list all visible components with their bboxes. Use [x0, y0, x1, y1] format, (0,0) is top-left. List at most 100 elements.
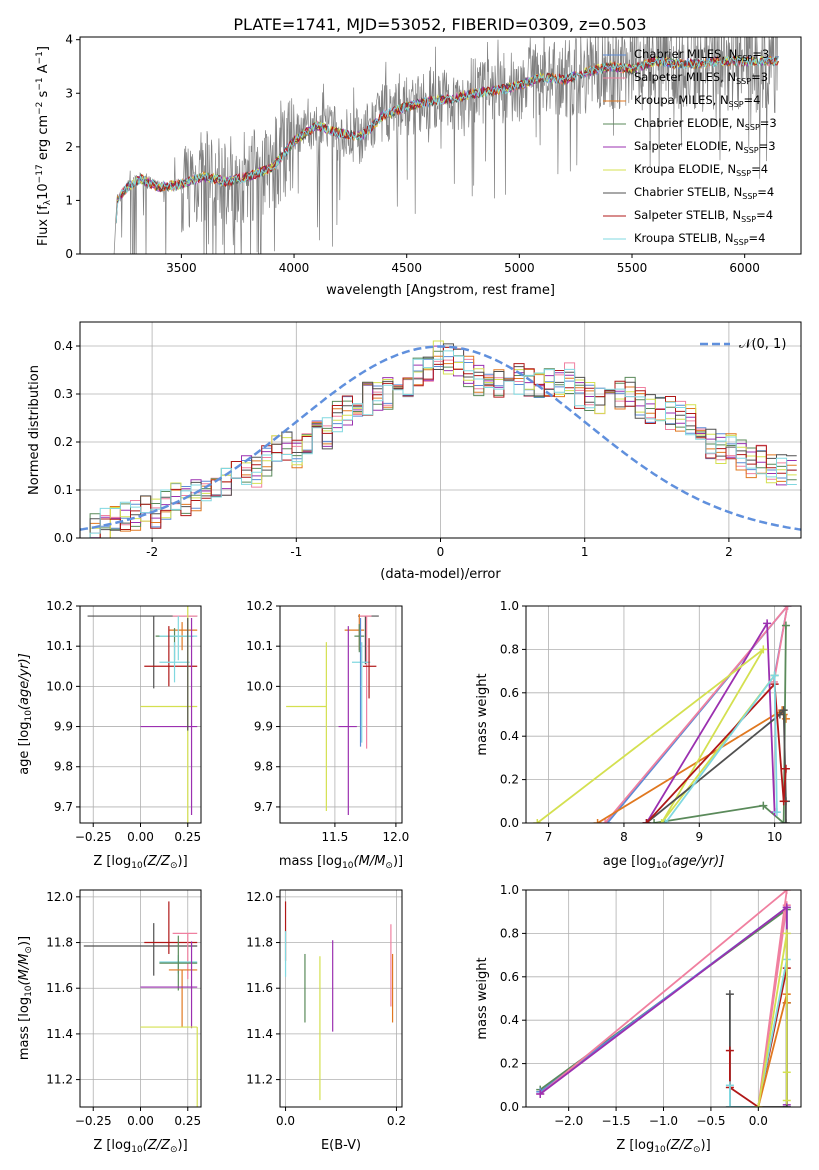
y-tick-label: 0.2 — [500, 773, 519, 787]
histogram-chabrier_miles — [80, 356, 797, 538]
label-part: 10 — [342, 861, 354, 871]
x-tick-label: -1 — [290, 545, 302, 559]
x-tick-label: 4000 — [279, 261, 310, 275]
label-part: SSP — [734, 238, 749, 247]
series-line-kroupa_elodie — [536, 648, 776, 823]
y-tick-label: 10.0 — [246, 679, 273, 693]
label-part: (M/M — [17, 954, 32, 986]
label-part: s — [36, 90, 51, 101]
y-tick-label: 11.6 — [46, 981, 73, 995]
histogram-salpeter_stelib — [80, 346, 797, 538]
series-marker-salpeter_elodie — [763, 619, 772, 628]
age-vs-metallicity-panel: −0.25 0.00 0.25 9.7 9.8 9.9 10.0 10.1 10.2 Z [log… — [17, 599, 202, 871]
series-line-salpeter_stelib — [645, 681, 787, 823]
y-tick-label: 11.4 — [246, 1027, 273, 1041]
histogram-plot-area — [80, 340, 801, 538]
x-axis-label: mass [log10(M/M⊙)] — [279, 854, 403, 871]
axes-frame — [79, 36, 802, 255]
label-part: )] — [701, 1138, 711, 1153]
y-tick-label: 0.2 — [500, 1057, 519, 1071]
x-tick-label: 1 — [581, 545, 589, 559]
y-tick-label: 10.0 — [46, 679, 73, 693]
series-marker-salpeter_miles — [601, 819, 610, 823]
series-marker-chabrier_stelib — [781, 819, 790, 823]
label-part: 10 — [36, 183, 51, 200]
label-part: ⊙ — [693, 1145, 701, 1155]
x-tick-label: 0.0 — [749, 1114, 768, 1128]
y-tick-label: 9.8 — [254, 760, 273, 774]
model-spectrum-chabrier_stelib — [115, 54, 779, 224]
y-tick-label: 0.6 — [500, 970, 519, 984]
residual-histogram-panel: -2 -1 0 1 2 0.0 0.1 0.2 0.3 0.4 𝒩(0, 1) (data-model… — [27, 321, 802, 582]
age-vs-mass-panel: 11.5 12.0 9.7 9.8 9.9 10.0 10.1 10.2 mass [log10… — [246, 599, 409, 871]
label-part: SSP — [736, 77, 751, 86]
x-axis-label: E(B-V) — [321, 1138, 361, 1153]
errorbar-plot-area — [286, 614, 379, 815]
y-tick-label: 0.8 — [500, 642, 519, 656]
series-line-salpeter_miles — [604, 606, 789, 823]
label-part: −1 — [35, 51, 45, 64]
series-marker-kroupa_elodie — [782, 1068, 791, 1077]
observed-spectrum-line — [113, 37, 778, 254]
y-tick-label: 11.8 — [46, 936, 73, 950]
histogram-kroupa_miles — [80, 355, 797, 538]
series-marker-salpeter_elodie — [536, 1089, 545, 1098]
x-tick-label: 5500 — [617, 261, 648, 275]
y-tick-label: 0.4 — [500, 1013, 519, 1027]
x-tick-label: −0.25 — [75, 830, 112, 844]
label-part: =4 — [749, 231, 766, 245]
histogram-chabrier_elodie — [80, 350, 797, 538]
y-tick-label: 0 — [65, 247, 73, 261]
label-part: )] — [17, 936, 32, 946]
series-marker-kroupa_elodie — [533, 819, 542, 823]
label-part: 10 — [24, 710, 34, 722]
x-tick-label: 6000 — [729, 261, 760, 275]
series-line-salpeter_elodie — [645, 620, 776, 823]
label-part: =3 — [759, 139, 776, 153]
label-part: Chabrier MILES, N — [634, 47, 737, 61]
label-part: ⊙ — [385, 861, 393, 871]
label-part: Kroupa ELODIE, N — [634, 162, 736, 176]
x-tick-label: 8 — [620, 830, 628, 844]
label-part: )] — [178, 854, 188, 869]
label-part: E(B-V) — [321, 1138, 361, 1153]
label-part: =3 — [751, 70, 768, 84]
label-part: mass [log — [279, 854, 342, 869]
series-line-salpeter_miles — [539, 890, 788, 1107]
label-part: SSP — [745, 123, 760, 132]
y-tick-label: 12.0 — [246, 890, 273, 904]
label-part: Chabrier ELODIE, N — [634, 116, 745, 130]
y-tick-label: 11.2 — [246, 1073, 273, 1087]
series-marker-kroupa_stelib — [725, 1103, 734, 1107]
series-marker-kroupa_stelib — [725, 1081, 734, 1090]
x-tick-label: 0.25 — [174, 830, 201, 844]
series-marker-chabrier_elodie — [759, 801, 768, 810]
histogram-chabrier_stelib — [80, 343, 797, 538]
label-part: SSP — [736, 169, 751, 178]
errorbar-plot-area — [284, 901, 394, 1101]
y-tick-label: 9.8 — [54, 760, 73, 774]
x-tick-label: −1.0 — [649, 1114, 678, 1128]
label-part: ⊙ — [170, 1145, 178, 1155]
legend-entry: Chabrier MILES, NSSP=3 — [634, 47, 769, 63]
spectrum-panel: 3500 4000 4500 5000 5500 6000 0 1 2 3 4 Chabrier MI… — [35, 33, 802, 298]
axes-frame — [79, 605, 202, 824]
legend-entry: Salpeter MILES, NSSP=3 — [634, 70, 768, 86]
series-marker-kroupa_stelib — [770, 671, 779, 680]
series-marker-chabrier_elodie — [779, 819, 788, 823]
x-tick-label: 2 — [725, 545, 733, 559]
label-part: )] — [178, 1138, 188, 1153]
y-tick-label: 12.0 — [46, 890, 73, 904]
y-axis-label: mass [log10(M/M⊙)] — [17, 936, 34, 1060]
y-tick-label: 0.6 — [500, 686, 519, 700]
y-tick-label: 0.3 — [54, 387, 73, 401]
y-tick-label: 1.0 — [500, 599, 519, 613]
line-plot-area — [536, 890, 791, 1107]
series-marker-kroupa_elodie — [759, 645, 768, 654]
series-marker-kroupa_elodie — [782, 1096, 791, 1105]
y-tick-label: 9.7 — [254, 800, 273, 814]
label-part: λ — [43, 199, 53, 205]
x-tick-label: 12.0 — [383, 830, 410, 844]
